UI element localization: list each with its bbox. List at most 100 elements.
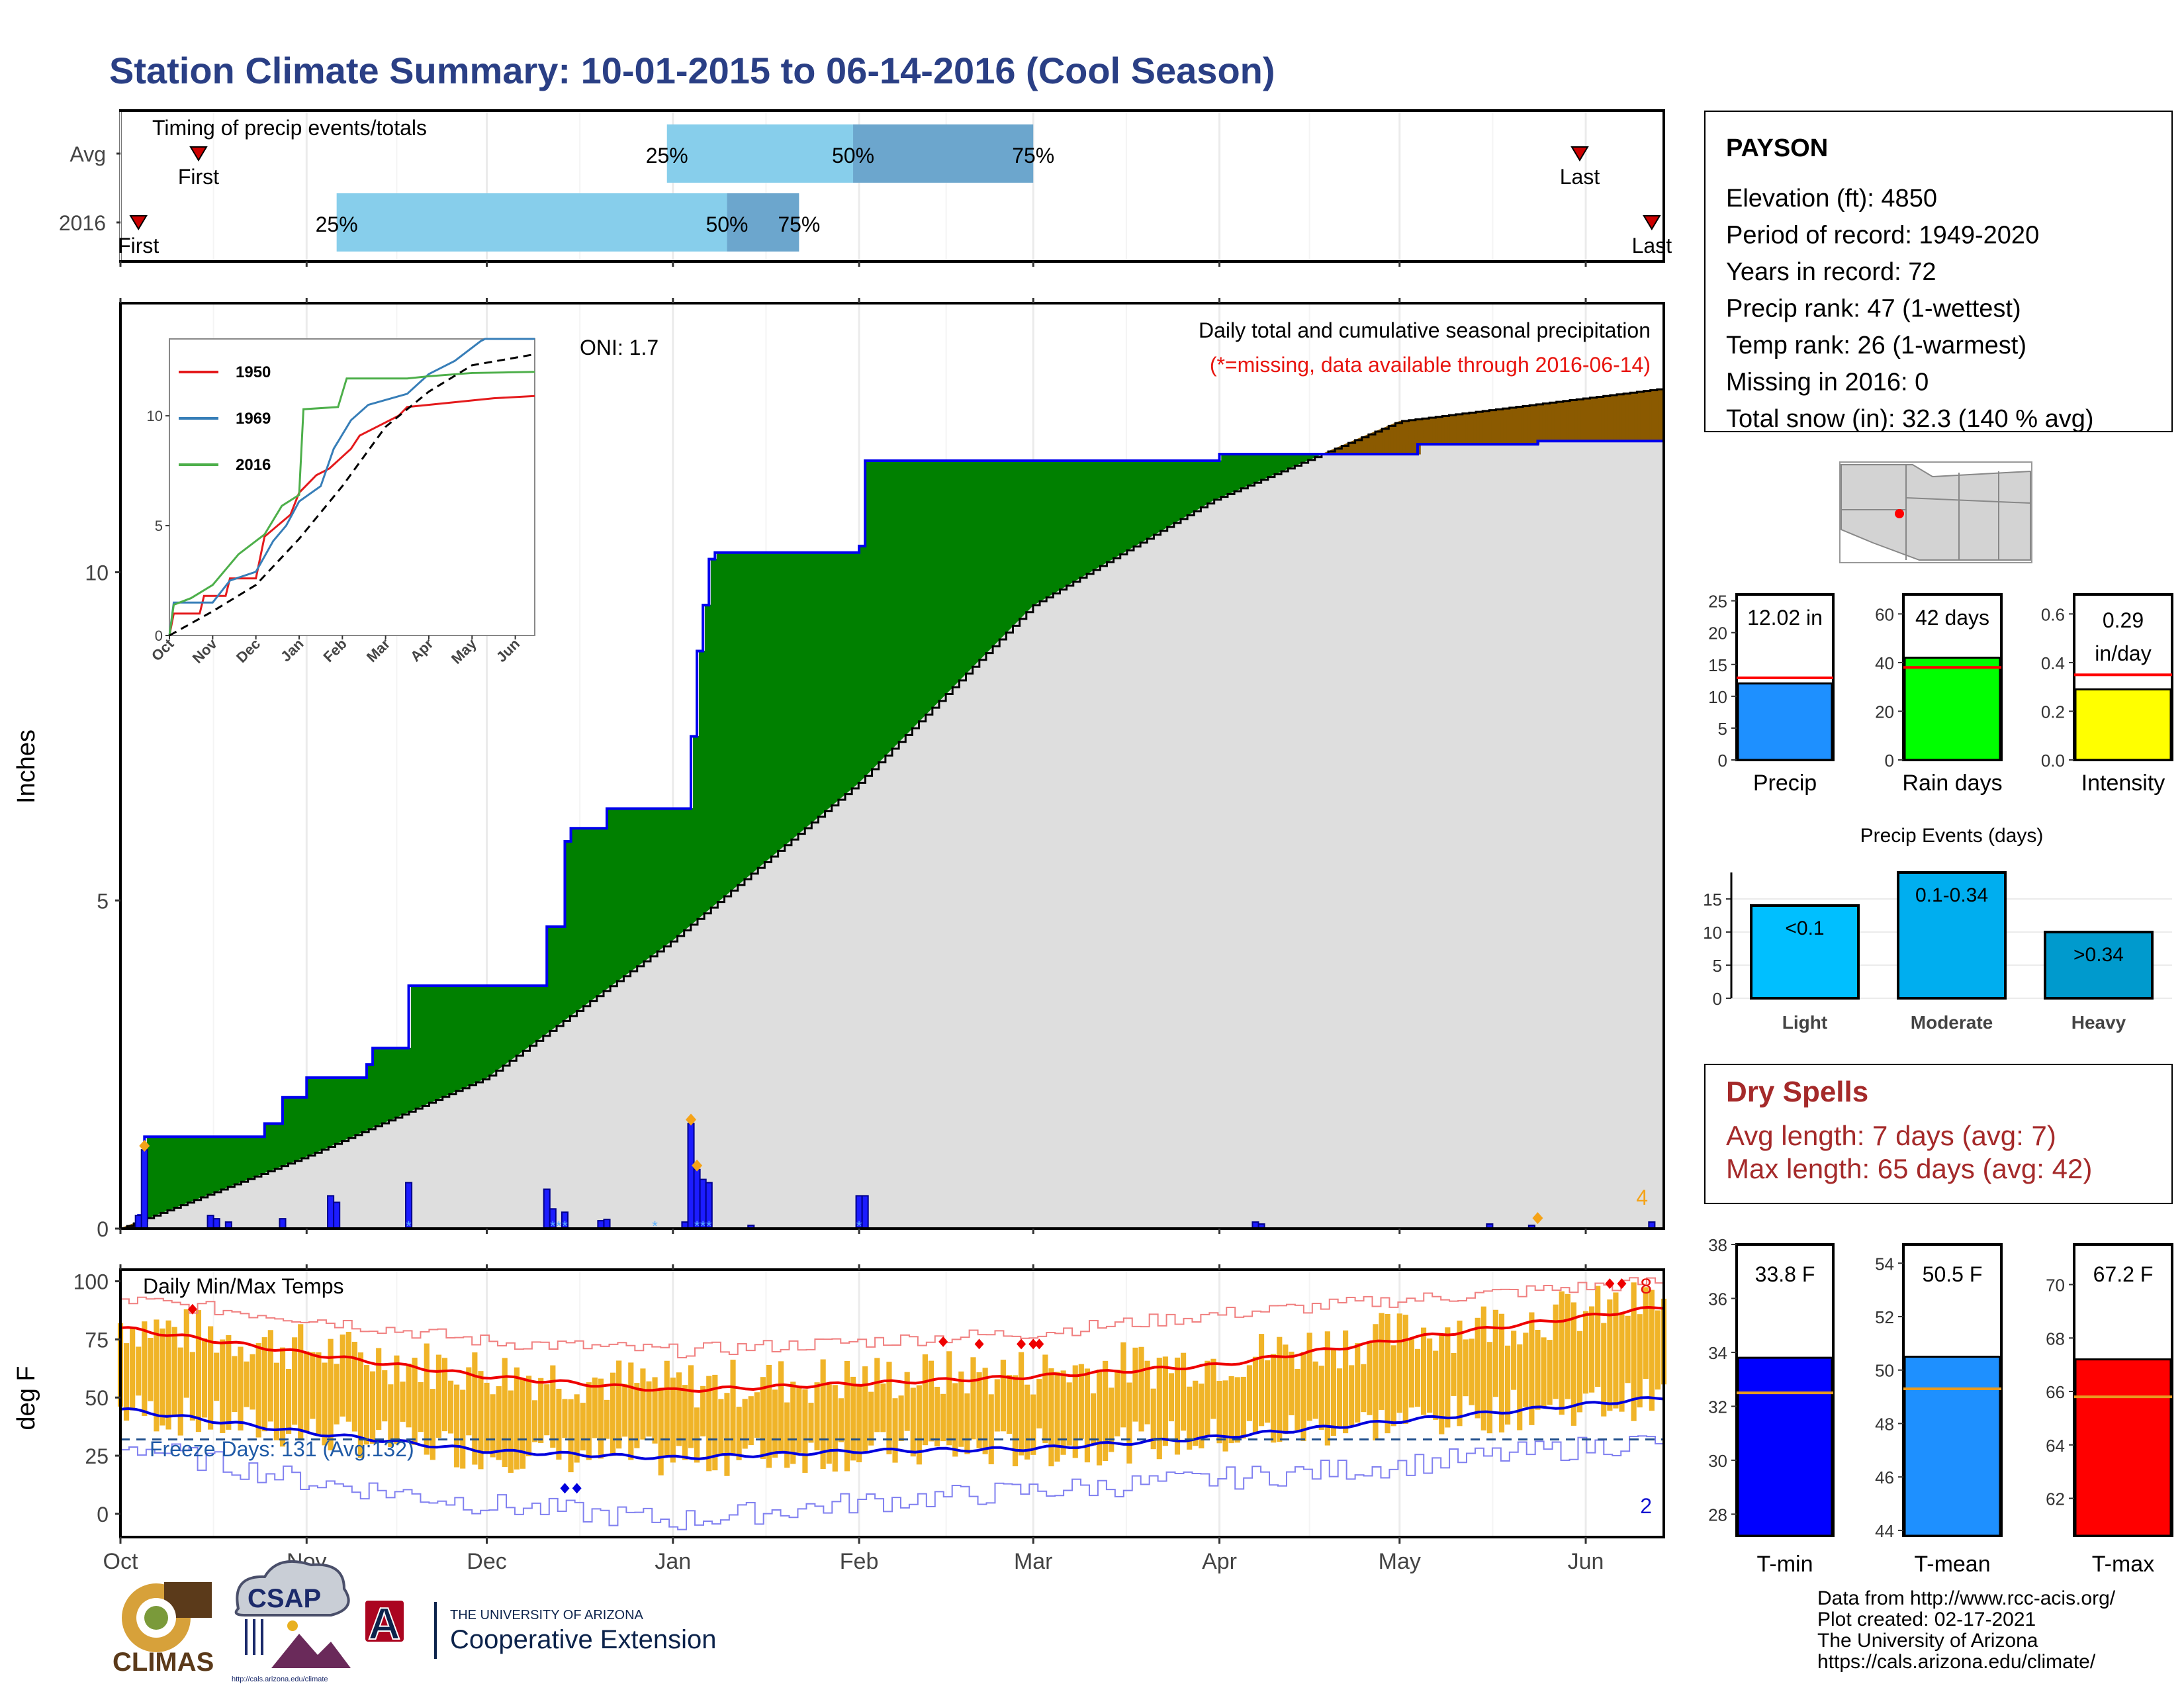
precip-events-bar — [1897, 871, 2007, 1000]
precip-total-bar — [1737, 682, 1833, 761]
t-mean-xlabel: T-mean — [1914, 1552, 1990, 1577]
daily-temp-bar — [1240, 1376, 1246, 1439]
daily-temp-bar — [357, 1352, 364, 1458]
daily-temp-bar — [712, 1374, 718, 1471]
daily-temp-bar — [1547, 1340, 1553, 1405]
daily-temp-bar — [970, 1357, 976, 1440]
csap-logo: CSAP http://cals.arizona.edu/climate — [232, 1560, 351, 1683]
dry-spells-max: Max length: 65 days (avg: 42) — [1726, 1153, 2092, 1184]
daily-temp-bar — [1445, 1327, 1451, 1428]
daily-temp-bar — [634, 1383, 640, 1448]
daily-temp-bar — [1582, 1311, 1589, 1394]
daily-temp-bar — [159, 1328, 165, 1426]
precip-events-xlabel: Moderate — [1911, 1012, 1993, 1033]
precip-total-ytick-label: 10 — [1708, 687, 1727, 707]
daily-temp-bar — [1103, 1360, 1109, 1462]
inset-ytick-label: 10 — [147, 408, 163, 424]
daily-temp-bar — [490, 1394, 496, 1458]
daily-temp-bar — [976, 1372, 982, 1448]
daily-temp-bar — [292, 1337, 298, 1425]
daily-temp-bar — [424, 1343, 430, 1455]
daily-temp-bar — [1300, 1352, 1306, 1441]
daily-temp-bar — [802, 1389, 808, 1473]
timing-last-label: Last — [1560, 165, 1600, 189]
precip-events-chart: Precip Events (days) 0 5 10 15 <0.1 Light 0.1-0… — [1703, 825, 2172, 1033]
precip-ylabel: Inches — [13, 729, 40, 804]
dry-spells-avg: Avg length: 7 days (avg: 7) — [1726, 1120, 2056, 1151]
temp-ytick-label: 25 — [85, 1444, 109, 1468]
daily-temp-bar — [1637, 1314, 1643, 1408]
daily-precip-bar — [279, 1218, 287, 1230]
precip-events-bar-label: >0.34 — [2073, 944, 2124, 966]
temp-title: Daily Min/Max Temps — [143, 1274, 343, 1298]
daily-temp-bar — [208, 1326, 214, 1430]
daily-temp-bar — [1457, 1321, 1463, 1427]
daily-temp-bar — [856, 1386, 862, 1462]
daily-temp-bar — [400, 1382, 406, 1422]
timing-first-marker — [189, 146, 208, 162]
month-tick-label: Jan — [655, 1549, 691, 1574]
temp-ytick-label: 100 — [73, 1270, 109, 1294]
daily-temp-bar — [142, 1321, 148, 1416]
timing-bar-50-75 — [727, 193, 799, 252]
inset-legend-label: 2016 — [236, 456, 271, 474]
daily-temp-bar — [334, 1364, 340, 1425]
t-max-ytick-label: 66 — [2046, 1382, 2065, 1402]
timing-label: Timing of precip events/totals — [152, 116, 427, 140]
daily-temp-bar — [1439, 1335, 1445, 1434]
daily-temp-bar — [670, 1378, 676, 1463]
max-count: 8 — [1640, 1274, 1652, 1298]
daily-temp-bar — [742, 1399, 748, 1449]
daily-temp-bar — [592, 1378, 598, 1438]
timing-row-label: 2016 — [59, 211, 106, 235]
daily-temp-bar — [1084, 1368, 1090, 1463]
daily-temp-bar — [892, 1398, 898, 1463]
precip-events-bar — [2044, 931, 2154, 1000]
daily-temp-bar — [1336, 1368, 1343, 1429]
daily-temp-bar — [826, 1384, 832, 1464]
daily-temp-bar — [454, 1384, 460, 1468]
daily-temp-bar — [1367, 1342, 1373, 1415]
daily-temp-bar — [1234, 1377, 1240, 1443]
precip-total-ytick-label: 5 — [1718, 719, 1727, 739]
rain-days-bar — [1903, 657, 2001, 761]
daily-temp-bar — [1115, 1370, 1120, 1436]
average-max-line — [120, 1305, 1664, 1393]
daily-temp-bar — [832, 1385, 838, 1472]
daily-precip-bar — [687, 1123, 695, 1229]
daily-temp-bar — [460, 1389, 466, 1469]
rain-days-ytick-label: 20 — [1875, 702, 1894, 722]
daily-temp-bar — [1193, 1380, 1199, 1446]
daily-temp-bar — [568, 1399, 574, 1473]
ua-letter: A — [368, 1599, 400, 1649]
daily-temp-bar — [688, 1365, 694, 1448]
record-low-marker — [560, 1483, 570, 1494]
daily-temp-bar — [136, 1346, 142, 1396]
daily-temp-bar — [1205, 1360, 1210, 1437]
intensity-ytick-label: 0.0 — [2041, 751, 2065, 771]
daily-temp-bar — [664, 1360, 670, 1456]
daily-temp-bar — [1168, 1373, 1175, 1422]
inset-series-1969 — [168, 338, 535, 636]
daily-temp-bar — [171, 1327, 177, 1417]
daily-temp-bar — [1078, 1364, 1084, 1439]
daily-temp-bar — [880, 1383, 886, 1432]
intensity-ytick-label: 0.4 — [2041, 653, 2065, 673]
daily-temp-bar — [1649, 1289, 1655, 1411]
precip-subtitle: Daily total and cumulative seasonal prec… — [1199, 318, 1651, 342]
daily-temp-bar — [1427, 1338, 1433, 1413]
daily-temp-bar — [1451, 1352, 1457, 1396]
daily-temp-bar — [1042, 1354, 1048, 1444]
daily-temp-bar — [1385, 1313, 1390, 1434]
daily-temp-bar — [1150, 1388, 1156, 1450]
station-name: PAYSON — [1726, 134, 1828, 162]
daily-temp-bar — [1469, 1338, 1475, 1405]
snow-marker — [692, 1159, 703, 1172]
timing-panel: Timing of precip events/totals Avg 25% 50%… — [59, 109, 1672, 263]
daily-temp-bar — [1535, 1330, 1541, 1410]
csap-url: http://cals.arizona.edu/climate — [232, 1675, 328, 1683]
precip-total-ytick-label: 15 — [1708, 655, 1727, 675]
daily-temp-bar — [922, 1354, 928, 1446]
trace-marker: * — [856, 1218, 862, 1235]
daily-temp-bar — [1607, 1299, 1613, 1411]
